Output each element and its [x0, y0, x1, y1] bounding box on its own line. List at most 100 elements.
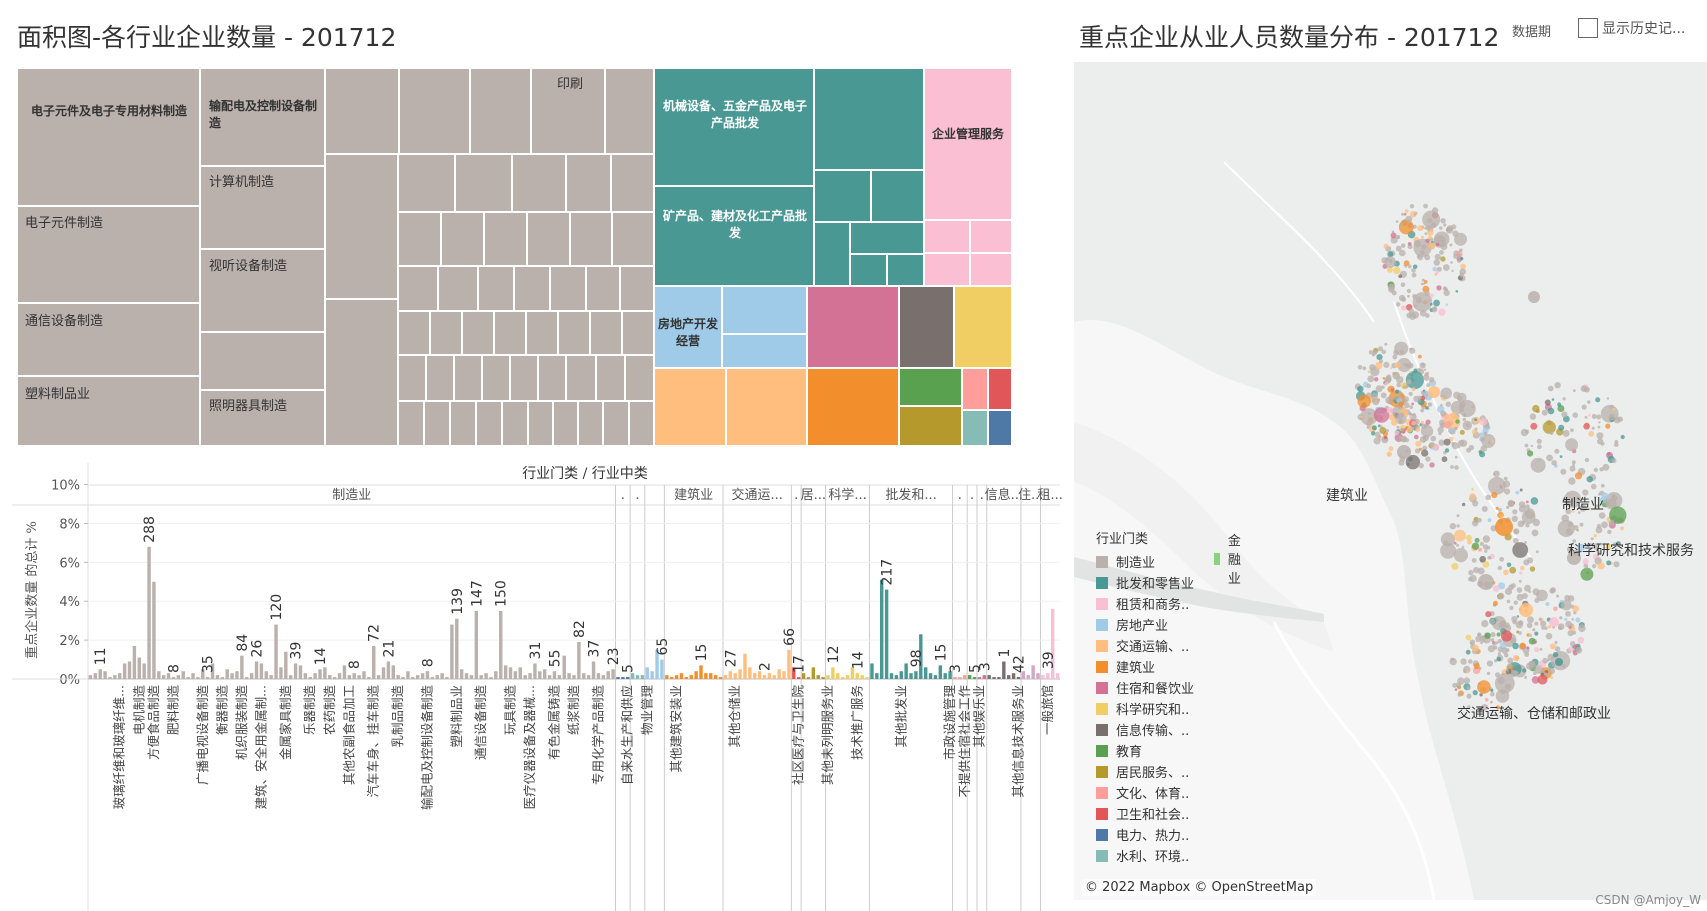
map-point[interactable] — [1477, 680, 1491, 694]
map-point[interactable] — [1452, 230, 1459, 237]
bar[interactable] — [479, 675, 483, 679]
bar[interactable] — [547, 675, 552, 679]
map-point[interactable] — [1527, 508, 1530, 511]
treemap-cell[interactable] — [478, 266, 514, 311]
map-point[interactable] — [1529, 566, 1536, 572]
map-point[interactable] — [1419, 362, 1426, 369]
legend-item[interactable]: 交通运输、.. — [1096, 635, 1194, 656]
bar[interactable] — [269, 675, 273, 679]
treemap-cell[interactable] — [527, 212, 570, 266]
bar[interactable] — [137, 657, 141, 679]
bar[interactable] — [342, 665, 347, 679]
bar[interactable] — [533, 663, 537, 679]
map-point[interactable] — [1521, 593, 1528, 599]
bar[interactable] — [669, 677, 674, 679]
map-point[interactable] — [1489, 662, 1493, 666]
treemap-cell[interactable] — [566, 355, 596, 401]
map-point[interactable] — [1582, 489, 1589, 496]
treemap-cell[interactable] — [850, 254, 887, 286]
bar[interactable] — [635, 675, 640, 679]
map-point[interactable] — [1520, 565, 1525, 571]
map-point[interactable] — [1451, 562, 1459, 570]
bar[interactable] — [313, 673, 317, 679]
treemap-cell[interactable] — [325, 68, 399, 154]
map-point[interactable] — [1389, 260, 1393, 264]
map-point[interactable] — [1420, 250, 1425, 256]
map-point[interactable] — [1388, 446, 1394, 452]
map-point[interactable] — [1458, 399, 1476, 418]
treemap-cell[interactable] — [807, 368, 899, 446]
map-point[interactable] — [1497, 652, 1502, 656]
map-point[interactable] — [1495, 705, 1500, 710]
map-point[interactable] — [1375, 385, 1383, 393]
map-point[interactable] — [1490, 638, 1495, 642]
map-point[interactable] — [1553, 606, 1558, 611]
map-point[interactable] — [1425, 456, 1431, 462]
map-point[interactable] — [1504, 587, 1513, 596]
map-point[interactable] — [1389, 366, 1393, 370]
map-point[interactable] — [1421, 278, 1425, 282]
treemap-cell[interactable] — [654, 368, 726, 446]
map-point[interactable] — [1408, 415, 1412, 418]
map-point[interactable] — [1390, 419, 1398, 426]
map-point[interactable] — [1390, 388, 1395, 392]
map-point[interactable] — [1465, 634, 1472, 641]
map-point[interactable] — [1459, 272, 1464, 277]
legend-item[interactable]: 水利、环境.. — [1096, 845, 1194, 866]
treemap-cell[interactable] — [924, 220, 970, 253]
map-point[interactable] — [1560, 468, 1567, 475]
map-point[interactable] — [1390, 232, 1397, 239]
map-point[interactable] — [1516, 593, 1524, 601]
map-point[interactable] — [1495, 506, 1499, 510]
treemap-cell[interactable] — [200, 390, 325, 446]
map-point[interactable] — [1405, 215, 1413, 223]
map-point[interactable] — [1479, 436, 1485, 442]
bar[interactable] — [284, 651, 288, 679]
map-point[interactable] — [1567, 521, 1573, 528]
map-point[interactable] — [1435, 270, 1439, 275]
map-point[interactable] — [1597, 438, 1604, 445]
map-point[interactable] — [1539, 647, 1543, 651]
map-point[interactable] — [1395, 302, 1401, 307]
map-point[interactable] — [1534, 621, 1539, 626]
bar[interactable] — [987, 675, 991, 679]
treemap-cell[interactable] — [622, 311, 654, 355]
bar[interactable] — [293, 663, 298, 679]
bar[interactable] — [1026, 675, 1030, 679]
map-point[interactable] — [1468, 569, 1474, 576]
map-point[interactable] — [1451, 269, 1454, 273]
map-point[interactable] — [1411, 420, 1417, 426]
map-point[interactable] — [1519, 488, 1523, 492]
map-point[interactable] — [1529, 413, 1537, 420]
map-point[interactable] — [1495, 672, 1500, 678]
bar[interactable] — [733, 673, 737, 679]
map-point[interactable] — [1467, 539, 1472, 545]
map-point[interactable] — [1420, 282, 1424, 286]
bar[interactable] — [762, 675, 767, 679]
map-point[interactable] — [1562, 429, 1570, 437]
map-point[interactable] — [1577, 543, 1585, 552]
treemap-cell[interactable] — [528, 401, 553, 446]
bar[interactable] — [567, 673, 571, 679]
treemap-cell[interactable] — [578, 401, 603, 446]
map-point[interactable] — [1561, 514, 1569, 523]
map-point[interactable] — [1500, 630, 1513, 642]
map-point[interactable] — [1550, 431, 1554, 435]
map-point[interactable] — [1479, 555, 1486, 563]
map-point[interactable] — [1598, 512, 1606, 519]
bar[interactable] — [508, 667, 513, 679]
bar[interactable] — [499, 610, 503, 679]
map-point[interactable] — [1524, 584, 1531, 592]
map-point[interactable] — [1509, 566, 1517, 574]
bar[interactable] — [205, 677, 210, 679]
treemap-cell[interactable] — [494, 311, 526, 355]
bar[interactable] — [562, 655, 566, 679]
map-point[interactable] — [1564, 617, 1568, 622]
map-point[interactable] — [1412, 264, 1418, 270]
bar[interactable] — [1046, 673, 1050, 679]
map-point[interactable] — [1487, 555, 1491, 560]
map-point[interactable] — [1408, 312, 1417, 320]
map-point[interactable] — [1532, 518, 1540, 527]
bar[interactable] — [318, 669, 322, 679]
map-point[interactable] — [1469, 639, 1476, 645]
